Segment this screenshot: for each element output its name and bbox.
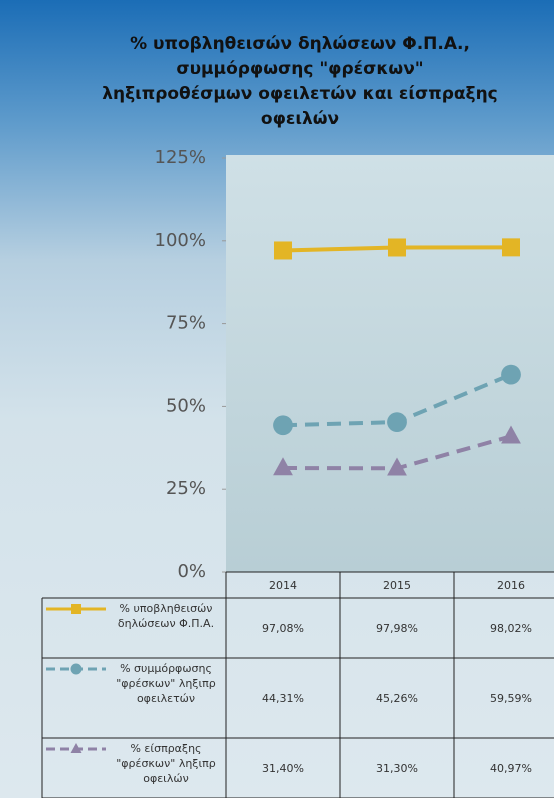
value-label: 97,08% [262, 621, 304, 635]
y-tick-label: 0% [177, 561, 206, 582]
x-tick-label: 2014 [269, 579, 297, 592]
marker [501, 425, 521, 444]
value-label: 44,31% [262, 691, 304, 705]
legend-label: % είσπραξης "φρέσκων" ληξιπρ οφειλών [116, 742, 216, 785]
marker [273, 415, 293, 436]
marker [70, 663, 82, 675]
plot-area [226, 155, 554, 572]
marker [273, 457, 293, 476]
chart-title: συμμόρφωσης "φρέσκων" [176, 59, 423, 79]
value-label: 31,30% [376, 761, 418, 775]
marker [502, 238, 520, 257]
value-label: 98,02% [490, 621, 532, 635]
marker [387, 457, 407, 476]
y-tick-label: 100% [155, 230, 206, 251]
marker [388, 238, 406, 257]
value-label: 31,40% [262, 761, 304, 775]
y-tick-label: 25% [166, 478, 206, 499]
chart-title: ληξιπροθέσμων οφειλετών και είσπραξης [102, 84, 498, 104]
value-label: 40,97% [490, 761, 532, 775]
marker [71, 604, 81, 614]
marker [501, 364, 521, 385]
x-tick-label: 2016 [497, 579, 525, 592]
chart-title: % υποβληθεισών δηλώσεων Φ.Π.Α., [130, 34, 470, 54]
y-tick-label: 125% [155, 147, 206, 168]
chart-title: οφειλών [261, 109, 339, 129]
marker [387, 412, 407, 432]
value-label: 45,26% [376, 691, 418, 705]
legend-label: % υποβληθεισών δηλώσεων Φ.Π.Α. [117, 602, 215, 630]
legend-label: % συμμόρφωσης "φρέσκων" ληξιπρ οφειλετών [116, 662, 216, 705]
value-label: 59,59% [490, 691, 532, 705]
marker [274, 241, 292, 260]
y-tick-label: 50% [166, 395, 206, 416]
marker [70, 743, 82, 753]
y-tick-label: 75% [166, 313, 206, 334]
value-label: 97,98% [376, 621, 418, 635]
x-tick-label: 2015 [383, 579, 411, 592]
